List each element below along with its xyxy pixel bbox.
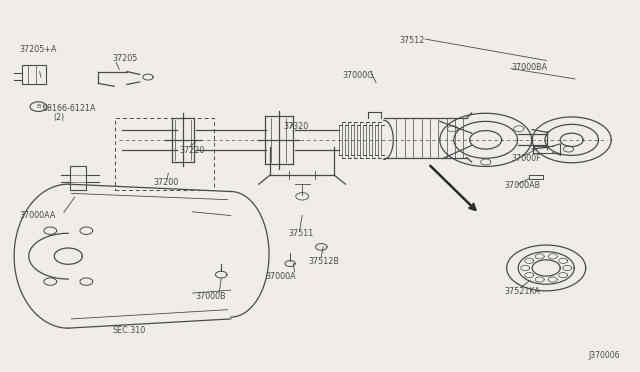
Text: SEC.310: SEC.310 <box>113 326 146 335</box>
Text: 37000G: 37000G <box>342 71 374 80</box>
Text: 37000BA: 37000BA <box>511 63 547 72</box>
Text: 37000AA: 37000AA <box>19 211 56 220</box>
Text: 37000F: 37000F <box>511 154 541 163</box>
Text: 37521KA: 37521KA <box>505 287 541 296</box>
Text: 37000B: 37000B <box>196 292 227 301</box>
Text: 37512B: 37512B <box>308 257 339 266</box>
Text: 37000AB: 37000AB <box>505 182 541 190</box>
Text: 37220: 37220 <box>180 147 205 155</box>
Text: 37205: 37205 <box>113 54 138 63</box>
Text: 37511: 37511 <box>288 230 314 238</box>
Text: 37320: 37320 <box>283 122 308 131</box>
Text: B: B <box>36 104 40 109</box>
Text: 37000A: 37000A <box>266 272 296 281</box>
Text: (2): (2) <box>54 113 65 122</box>
Bar <box>22 65 46 84</box>
Text: 08166-6121A: 08166-6121A <box>43 104 96 113</box>
Text: 37200: 37200 <box>153 178 179 187</box>
Text: 37205+A: 37205+A <box>19 45 57 54</box>
Bar <box>70 166 86 190</box>
Text: 37512: 37512 <box>399 36 425 45</box>
Text: J370006: J370006 <box>588 350 620 360</box>
